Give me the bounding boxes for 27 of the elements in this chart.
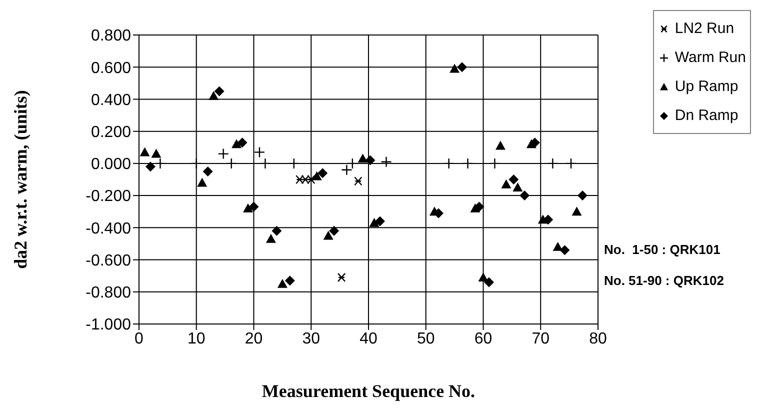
y-tick-label: 0.600 <box>90 60 132 77</box>
y-tick-label: -1.000 <box>86 316 132 334</box>
y-tick-label: -0.800 <box>86 284 132 302</box>
y-tick-label: 0.800 <box>90 28 132 45</box>
text: No. 1-50 : QRK101 <box>604 242 720 257</box>
x-tick-label: 0 <box>134 330 144 348</box>
legend-label: Dn Ramp <box>674 107 738 124</box>
y-tick-label: 0.000 <box>90 156 132 174</box>
y-tick-label: 0.200 <box>90 124 132 142</box>
legend-label: Up Ramp <box>674 78 738 95</box>
y-axis-title: da2 w.r.t. warm, (units) <box>10 90 30 269</box>
x-tick-label: 40 <box>360 330 378 348</box>
x-tick-label: 50 <box>416 330 435 348</box>
x-tick-label: 10 <box>187 330 206 348</box>
y-tick-label: -0.400 <box>86 220 132 238</box>
text: No. 51-90 : QRK102 <box>604 273 724 288</box>
legend-label: Warm Run <box>674 49 746 66</box>
x-tick-label: 30 <box>302 330 320 348</box>
y-tick-label: -0.600 <box>86 252 132 270</box>
x-tick-label: 60 <box>474 330 492 348</box>
y-tick-label: -0.200 <box>86 188 132 206</box>
y-tick-label: 0.400 <box>90 92 132 109</box>
x-tick-label: 20 <box>244 330 263 348</box>
legend-label: LN2 Run <box>674 20 734 37</box>
x-tick-label: 80 <box>589 330 607 348</box>
x-axis-title: Measurement Sequence No. <box>262 380 476 401</box>
x-tick-label: 70 <box>532 330 550 348</box>
